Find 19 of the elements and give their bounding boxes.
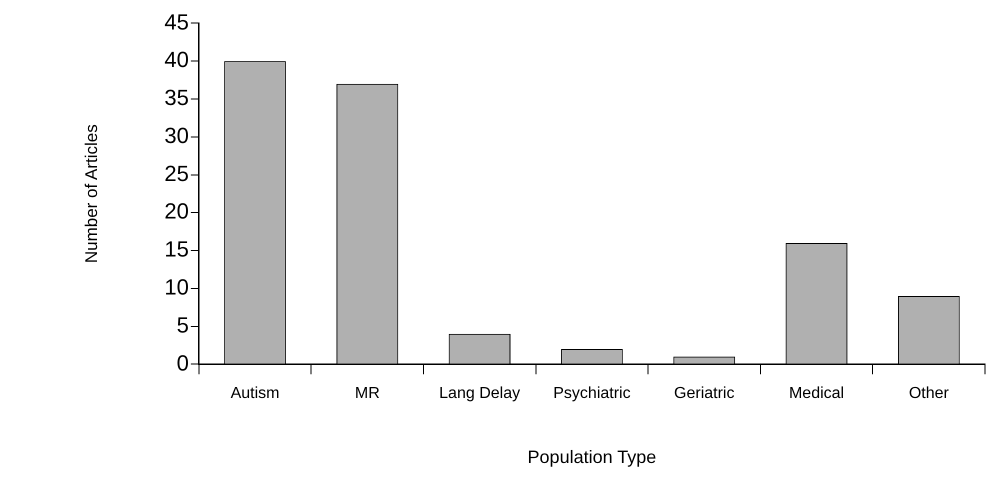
y-tick-label: 20 (164, 198, 189, 224)
y-tick-label: 30 (164, 122, 189, 148)
y-axis-title: Number of Articles (82, 124, 101, 264)
x-tick-label: Other (908, 385, 950, 402)
y-tick-label: 5 (176, 312, 189, 338)
y-tick-label: 40 (164, 47, 189, 72)
y-tick-label: 45 (164, 9, 189, 34)
x-tick-label: Autism (230, 385, 280, 402)
x-tick-label: Medical (788, 385, 844, 402)
x-axis-title: Population Type (528, 447, 656, 468)
y-tick-label: 25 (164, 160, 189, 186)
x-tick-label: MR (354, 385, 380, 402)
x-tick-label: Psychiatric (553, 385, 631, 402)
y-tick-label: 10 (164, 274, 189, 300)
x-tick-label: Geriatric (674, 385, 734, 402)
y-tick-label: 15 (164, 236, 189, 262)
y-tick-label: 0 (176, 350, 189, 376)
y-tick-label: 35 (164, 85, 189, 110)
x-tick-label: Lang Delay (439, 385, 520, 402)
